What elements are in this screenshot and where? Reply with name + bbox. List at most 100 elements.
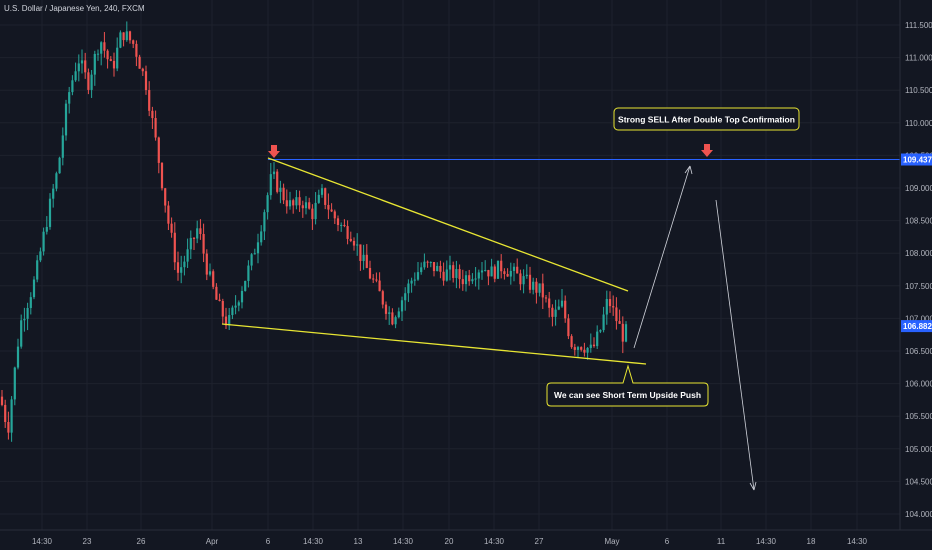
upper-trendline [267, 157, 629, 292]
price-tick-label: 110.000 [905, 119, 932, 128]
candle-body [224, 316, 228, 326]
candle-body [10, 399, 13, 433]
candle-body [525, 274, 528, 277]
candle-body [349, 238, 352, 241]
candle-body [384, 304, 388, 314]
candle-body [336, 218, 340, 226]
candle-body [548, 298, 551, 308]
candle-body [308, 202, 311, 209]
candle-body [138, 56, 141, 69]
candle-body [167, 205, 170, 224]
candle-body [173, 232, 176, 263]
candle-body [231, 307, 234, 316]
candle-body [506, 274, 509, 277]
candle-body [144, 71, 148, 91]
price-tick-label: 105.500 [905, 412, 932, 421]
candle-body [29, 297, 32, 308]
candle-body [160, 162, 164, 189]
down-projection-arrow [715, 199, 755, 491]
candle-body [461, 279, 464, 285]
price-tick-label: 111.500 [905, 21, 932, 30]
candle-body [343, 224, 346, 227]
candle-body [0, 396, 4, 405]
candle-body [237, 302, 240, 306]
candle-body [592, 344, 596, 347]
price-tag-bg [901, 153, 932, 166]
candle-body [362, 254, 365, 261]
candle-body [58, 157, 61, 174]
candle-body [621, 323, 624, 342]
candle-body [551, 307, 554, 317]
time-tick-label: 14:30 [484, 537, 505, 546]
candle-body [52, 188, 55, 199]
candle-body [135, 43, 138, 57]
candle-body [68, 92, 71, 104]
candle-body [93, 53, 96, 75]
upside-callout-text: We can see Short Term Upside Push [554, 390, 701, 400]
price-tick-label: 104.500 [905, 477, 932, 486]
candle-body [554, 309, 557, 317]
time-tick-label: 20 [445, 537, 454, 546]
candle-body [356, 244, 359, 246]
candle-body [487, 270, 490, 277]
candle-body [317, 194, 320, 203]
candle-body [583, 349, 586, 353]
candle-body [445, 269, 448, 281]
candle-body [439, 265, 442, 272]
price-tick-label: 107.000 [905, 314, 932, 323]
candle-body [388, 312, 391, 314]
time-axis[interactable]: 14:30 23 26 Apr 6 14:30 13 14:30 20 14:30 27 May 6 11… [0, 529, 932, 546]
candle-body [477, 272, 480, 279]
candle-body [359, 244, 362, 261]
price-axis[interactable]: 111.500111.000110.500110.000109.500109.0… [899, 0, 932, 530]
candle-body [103, 42, 106, 51]
candle-body [90, 74, 93, 90]
time-tick-label: 27 [535, 537, 544, 546]
candle-body [420, 267, 423, 273]
candle-body [570, 336, 573, 348]
candle-body [164, 188, 167, 206]
candle-body [586, 347, 589, 353]
candle-body [474, 278, 477, 280]
upside-callout[interactable]: We can see Short Term Upside Push [546, 364, 709, 407]
candle-body [298, 197, 301, 206]
candle-body [535, 281, 538, 293]
time-tick-label: May [604, 537, 619, 546]
candle-body [311, 208, 314, 220]
up-projection-arrow [633, 165, 691, 349]
candle-body [212, 271, 215, 287]
candle-body [426, 261, 429, 263]
candle-body [247, 265, 250, 281]
candle-body [240, 290, 244, 303]
candle-body [516, 266, 519, 274]
candle-body [260, 231, 263, 243]
candle-body [599, 330, 602, 332]
sell-callout[interactable]: Strong SELL After Double Top Confirmatio… [613, 107, 800, 131]
candle-body [13, 367, 16, 400]
candle-body [61, 135, 64, 158]
price-tick-label: 105.000 [905, 445, 932, 454]
candle-body [71, 80, 74, 93]
candle-body [503, 271, 506, 275]
candle-body [176, 262, 180, 273]
candle-body [541, 283, 544, 298]
candle-body [397, 311, 400, 318]
sell-marker-icon [701, 144, 713, 157]
time-tick-label: 14:30 [32, 537, 53, 546]
candle-body [404, 293, 407, 301]
candle-body [234, 305, 237, 308]
candle-body [282, 187, 285, 201]
candle-body [372, 278, 375, 280]
candle-body [333, 211, 336, 219]
candle-body [596, 331, 599, 347]
candle-body [452, 265, 455, 278]
time-tick-label: 14:30 [303, 537, 324, 546]
candle-body [544, 297, 548, 299]
candle-body [484, 270, 487, 272]
candle-body [346, 226, 349, 239]
candle-body [381, 291, 384, 305]
price-tick-label: 104.000 [905, 510, 932, 519]
candle-body [394, 317, 397, 325]
candle-body [400, 300, 404, 312]
